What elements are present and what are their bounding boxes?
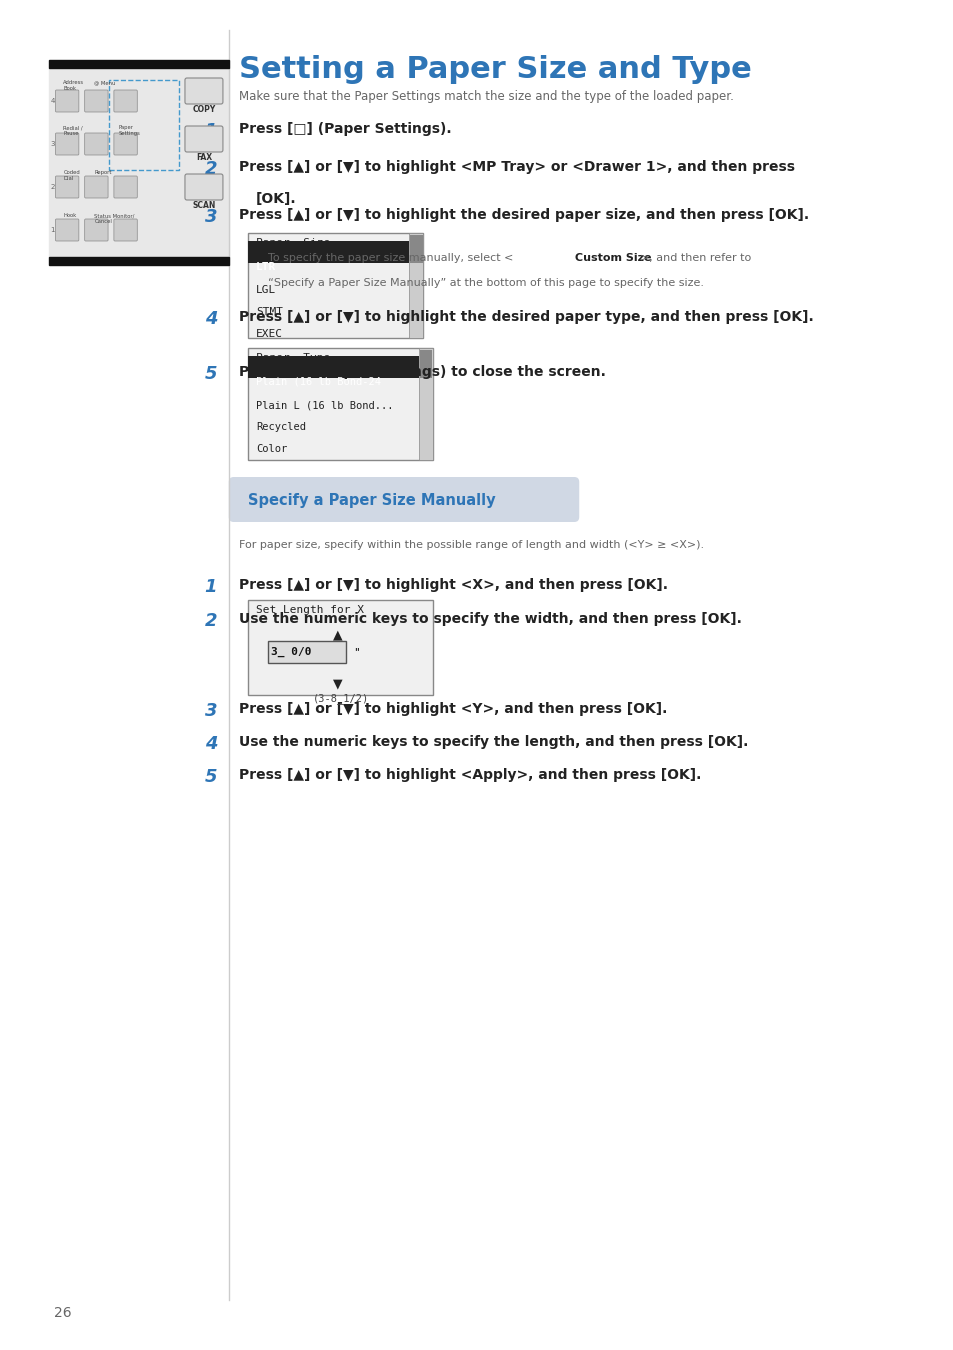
Bar (409, 234, 423, 338)
Text: Use the numeric keys to specify the width, and then press [OK].: Use the numeric keys to specify the widt… (238, 612, 740, 626)
Text: For paper size, specify within the possible range of length and width (<Y> ≥ <X>: For paper size, specify within the possi… (238, 540, 703, 549)
Bar (248, 242, 409, 263)
Text: 5: 5 (204, 768, 217, 786)
Text: ": " (353, 647, 359, 657)
Text: LTR: LTR (255, 262, 276, 271)
Text: 1: 1 (51, 227, 55, 234)
Text: Press [▲] or [▼] to highlight <Y>, and then press [OK].: Press [▲] or [▼] to highlight <Y>, and t… (238, 702, 666, 716)
Text: 1: 1 (204, 122, 217, 140)
Text: 5: 5 (204, 364, 217, 383)
FancyBboxPatch shape (113, 176, 137, 198)
Text: @ Menu: @ Menu (94, 80, 115, 85)
Text: 4: 4 (51, 99, 55, 104)
Text: 4: 4 (204, 734, 217, 753)
Text: (3-8_1/2): (3-8_1/2) (313, 693, 369, 703)
Text: 1: 1 (204, 578, 217, 595)
Text: Specify a Paper Size Manually: Specify a Paper Size Manually (248, 493, 496, 508)
Text: Press [▲] or [▼] to highlight <MP Tray> or <Drawer 1>, and then press: Press [▲] or [▼] to highlight <MP Tray> … (238, 161, 794, 174)
Bar (248, 356, 418, 378)
Text: 3_ 0/0: 3_ 0/0 (271, 647, 311, 657)
FancyBboxPatch shape (55, 219, 79, 242)
FancyBboxPatch shape (248, 599, 433, 695)
Text: 3: 3 (204, 702, 217, 720)
Text: [OK].: [OK]. (255, 192, 296, 207)
Text: “Specify a Paper Size Manually” at the bottom of this page to specify the size.: “Specify a Paper Size Manually” at the b… (268, 278, 703, 288)
Text: Setting a Paper Size and Type: Setting a Paper Size and Type (238, 55, 750, 84)
FancyBboxPatch shape (55, 134, 79, 155)
Text: SCAN: SCAN (193, 201, 215, 211)
FancyBboxPatch shape (85, 90, 108, 112)
Text: STMT: STMT (255, 306, 283, 317)
Text: COPY: COPY (193, 105, 215, 113)
FancyBboxPatch shape (248, 348, 433, 460)
Text: 4: 4 (204, 310, 217, 328)
Text: ▲: ▲ (333, 628, 342, 641)
FancyBboxPatch shape (113, 90, 137, 112)
Text: Press [□] (Paper Settings) to close the screen.: Press [□] (Paper Settings) to close the … (238, 364, 605, 379)
FancyBboxPatch shape (55, 176, 79, 198)
Text: Status Monitor/
Cancel: Status Monitor/ Cancel (94, 213, 134, 224)
Text: Recycled: Recycled (255, 423, 306, 432)
FancyBboxPatch shape (85, 176, 108, 198)
FancyBboxPatch shape (85, 134, 108, 155)
FancyBboxPatch shape (185, 126, 223, 153)
Text: Hook: Hook (63, 213, 76, 217)
Text: 2: 2 (204, 612, 217, 630)
Text: Redial /
Pause: Redial / Pause (63, 126, 83, 136)
Text: Paper
Settings: Paper Settings (118, 126, 140, 136)
Text: 3: 3 (51, 140, 55, 147)
Bar (49, 68, 229, 256)
Text: To specify the paper size manually, select <: To specify the paper size manually, sele… (268, 252, 513, 263)
Text: Paper  Type: Paper Type (255, 352, 330, 363)
Text: Make sure that the Paper Settings match the size and the type of the loaded pape: Make sure that the Paper Settings match … (238, 90, 733, 103)
Text: 3: 3 (204, 208, 217, 225)
Text: 2: 2 (51, 184, 55, 190)
Text: 2: 2 (204, 161, 217, 178)
Text: Coded
Dial: Coded Dial (63, 170, 80, 181)
Text: Report: Report (94, 170, 112, 176)
Bar (268, 641, 345, 663)
Text: Set Length for X: Set Length for X (255, 605, 364, 616)
Text: Color: Color (255, 444, 287, 454)
FancyBboxPatch shape (113, 219, 137, 242)
Text: Use the numeric keys to specify the length, and then press [OK].: Use the numeric keys to specify the leng… (238, 734, 747, 749)
Text: Press [▲] or [▼] to highlight the desired paper size, and then press [OK].: Press [▲] or [▼] to highlight the desire… (238, 208, 808, 221)
Text: Press [▲] or [▼] to highlight <Apply>, and then press [OK].: Press [▲] or [▼] to highlight <Apply>, a… (238, 768, 700, 782)
FancyBboxPatch shape (113, 134, 137, 155)
FancyBboxPatch shape (85, 219, 108, 242)
Text: Press [□] (Paper Settings).: Press [□] (Paper Settings). (238, 122, 451, 136)
Text: •: • (253, 252, 260, 266)
Text: FAX: FAX (195, 153, 212, 162)
Text: 26: 26 (53, 1305, 71, 1320)
Text: Press [▲] or [▼] to highlight the desired paper type, and then press [OK].: Press [▲] or [▼] to highlight the desire… (238, 310, 812, 324)
Text: EXEC: EXEC (255, 329, 283, 339)
FancyBboxPatch shape (185, 78, 223, 104)
Bar (49, 256, 229, 265)
Text: Press [▲] or [▼] to highlight <X>, and then press [OK].: Press [▲] or [▼] to highlight <X>, and t… (238, 578, 667, 593)
FancyBboxPatch shape (55, 90, 79, 112)
Text: Paper  Size: Paper Size (255, 238, 330, 248)
Text: Plain (16 lb Bond-24: Plain (16 lb Bond-24 (255, 377, 380, 387)
Text: LGL: LGL (255, 285, 276, 296)
Text: Custom Size: Custom Size (575, 252, 651, 263)
Text: Address
Book: Address Book (63, 80, 84, 90)
Bar (109, 80, 179, 170)
Text: Plain L (16 lb Bond...: Plain L (16 lb Bond... (255, 400, 394, 410)
Bar (410, 235, 422, 263)
FancyBboxPatch shape (248, 234, 423, 338)
Bar (49, 59, 229, 68)
Text: ▼: ▼ (333, 676, 342, 690)
Bar (418, 348, 433, 460)
FancyBboxPatch shape (185, 174, 223, 200)
Text: >, and then refer to: >, and then refer to (639, 252, 750, 263)
Bar (419, 350, 432, 378)
FancyBboxPatch shape (229, 477, 578, 522)
